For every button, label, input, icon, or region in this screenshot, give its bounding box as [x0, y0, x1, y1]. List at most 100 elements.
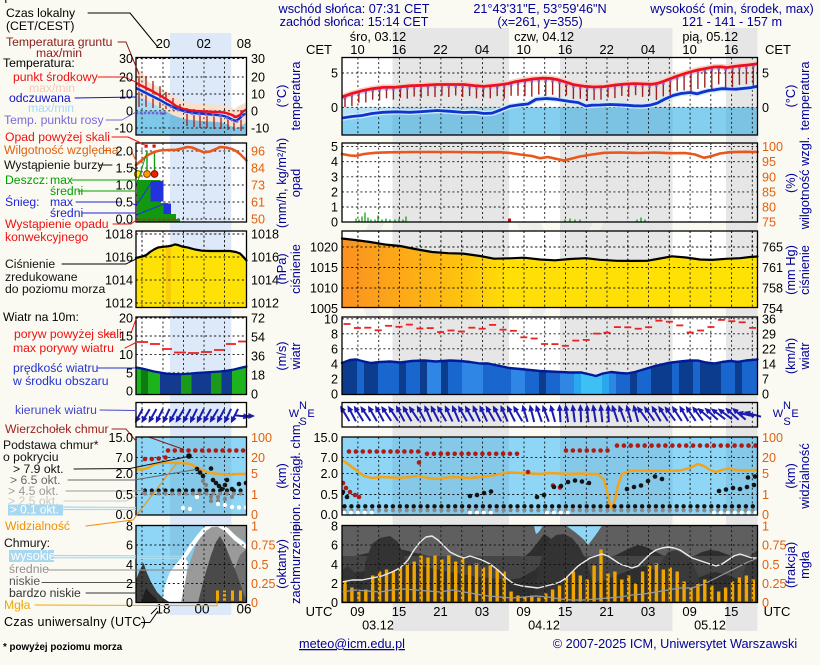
- svg-text:4: 4: [126, 558, 133, 572]
- svg-text:5: 5: [331, 67, 338, 81]
- svg-text:wilgotność wzgl.: wilgotność wzgl.: [797, 137, 812, 230]
- svg-text:temperatura: temperatura: [288, 61, 303, 131]
- svg-text:6: 6: [331, 539, 338, 553]
- svg-text:29: 29: [762, 327, 776, 341]
- svg-text:09: 09: [516, 604, 530, 619]
- svg-text:15: 15: [392, 604, 406, 619]
- svg-text:0: 0: [331, 596, 338, 610]
- svg-text:21: 21: [433, 604, 447, 619]
- svg-text:2: 2: [331, 185, 338, 199]
- svg-text:761: 761: [762, 261, 783, 275]
- svg-text:0.5: 0.5: [115, 196, 133, 210]
- svg-text:73: 73: [251, 179, 265, 193]
- svg-text:100: 100: [251, 431, 272, 445]
- svg-text:konwekcyjnego: konwekcyjnego: [5, 230, 89, 244]
- svg-text:N: N: [299, 400, 307, 412]
- svg-text:8: 8: [331, 520, 338, 534]
- svg-text:10: 10: [350, 42, 364, 57]
- svg-text:0: 0: [126, 596, 133, 610]
- svg-text:0: 0: [251, 596, 258, 610]
- svg-text:1014: 1014: [105, 274, 133, 288]
- svg-text:0: 0: [126, 385, 133, 399]
- svg-text:(mm/h, kg/m²/h): (mm/h, kg/m²/h): [274, 138, 289, 228]
- svg-text:2: 2: [331, 577, 338, 591]
- svg-text:85: 85: [762, 185, 776, 199]
- svg-text:(km/h): (km/h): [783, 338, 798, 374]
- svg-text:5: 5: [762, 67, 769, 81]
- svg-text:18: 18: [155, 602, 170, 617]
- svg-text:21°43'31"E, 53°59'46"N: 21°43'31"E, 53°59'46"N: [473, 2, 606, 16]
- svg-text:ciśnienie: ciśnienie: [797, 245, 812, 295]
- svg-text:> 0.1 okt.: > 0.1 okt.: [10, 502, 59, 516]
- svg-text:N: N: [783, 400, 791, 412]
- svg-text:05.12: 05.12: [694, 619, 726, 633]
- svg-text:(mm Hg): (mm Hg): [783, 245, 798, 295]
- svg-text:8: 8: [126, 520, 133, 534]
- svg-text:widzialność: widzialność: [797, 443, 812, 510]
- svg-text:100: 100: [762, 140, 783, 154]
- svg-text:03: 03: [475, 604, 489, 619]
- svg-text:54: 54: [251, 331, 265, 345]
- svg-text:22: 22: [433, 42, 447, 57]
- svg-text:5: 5: [251, 467, 258, 481]
- svg-text:poryw powyżej skali: poryw powyżej skali: [14, 327, 122, 341]
- svg-text:6: 6: [126, 539, 133, 553]
- svg-text:765: 765: [762, 241, 783, 255]
- svg-text:UTC: UTC: [306, 604, 333, 619]
- svg-text:84: 84: [251, 162, 265, 176]
- svg-text:08: 08: [237, 36, 251, 51]
- svg-text:1: 1: [762, 520, 769, 534]
- svg-text:Temp. punktu rosy: Temp. punktu rosy: [4, 113, 104, 127]
- svg-text:wiatr: wiatr: [797, 342, 812, 371]
- svg-text:pion. rozciągł. chm.: pion. rozciągł. chm.: [288, 421, 303, 531]
- svg-text:20: 20: [251, 71, 265, 85]
- svg-text:09: 09: [350, 604, 364, 619]
- svg-text:7.0: 7.0: [115, 451, 133, 465]
- svg-text:5: 5: [762, 467, 769, 481]
- svg-text:Chmury:: Chmury:: [4, 536, 50, 550]
- svg-text:36: 36: [762, 312, 776, 326]
- svg-text:Wystąpienie opadu: Wystąpienie opadu: [5, 217, 109, 231]
- svg-text:(CET/CEST): (CET/CEST): [6, 19, 74, 33]
- svg-text:E: E: [307, 408, 314, 420]
- svg-text:90: 90: [762, 170, 776, 184]
- svg-text:w środku obszaru: w środku obszaru: [12, 374, 109, 388]
- svg-text:wschód słońca: 07:31 CET: wschód słońca: 07:31 CET: [278, 2, 430, 16]
- svg-text:* powyżej poziomu morza: * powyżej poziomu morza: [3, 642, 123, 653]
- svg-text:8: 8: [331, 327, 338, 341]
- svg-text:wysokość (min, środek, max): wysokość (min, środek, max): [649, 2, 814, 16]
- svg-text:W: W: [773, 408, 784, 420]
- svg-text:04: 04: [641, 42, 655, 57]
- svg-text:0.5: 0.5: [762, 558, 780, 572]
- svg-text:18: 18: [251, 369, 265, 383]
- svg-text:S: S: [783, 416, 790, 428]
- svg-text:30: 30: [119, 52, 133, 66]
- svg-text:Deszcz:: Deszcz:: [5, 173, 48, 187]
- svg-text:20: 20: [156, 36, 170, 51]
- svg-text:Wierzchołek chmur: Wierzchołek chmur: [5, 422, 109, 436]
- svg-text:(x=261, y=355): (x=261, y=355): [497, 15, 582, 29]
- svg-text:14: 14: [762, 357, 776, 371]
- svg-text:CET: CET: [306, 42, 332, 57]
- svg-text:4: 4: [331, 155, 338, 169]
- svg-text:wysokie: wysokie: [10, 549, 56, 563]
- svg-text:E: E: [791, 408, 798, 420]
- svg-text:(frakcja): (frakcja): [783, 542, 798, 588]
- svg-text:20: 20: [119, 312, 133, 326]
- svg-text:0: 0: [126, 104, 133, 118]
- svg-text:0.5: 0.5: [320, 488, 338, 502]
- svg-text:(km): (km): [274, 463, 289, 489]
- svg-text:CET: CET: [765, 42, 791, 57]
- svg-text:16: 16: [392, 42, 406, 57]
- svg-text:Czas uniwersalny (UTC): Czas uniwersalny (UTC): [4, 615, 146, 629]
- svg-text:(°C): (°C): [274, 85, 289, 108]
- svg-text:1015: 1015: [310, 261, 338, 275]
- svg-text:0: 0: [251, 388, 258, 402]
- svg-text:121 - 141 - 157 m: 121 - 141 - 157 m: [682, 15, 782, 29]
- svg-text:2: 2: [331, 372, 338, 386]
- svg-text:2: 2: [126, 577, 133, 591]
- svg-text:22: 22: [762, 342, 776, 356]
- svg-text:20: 20: [119, 71, 133, 85]
- svg-text:1012: 1012: [251, 297, 279, 311]
- svg-text:2.0: 2.0: [320, 467, 338, 481]
